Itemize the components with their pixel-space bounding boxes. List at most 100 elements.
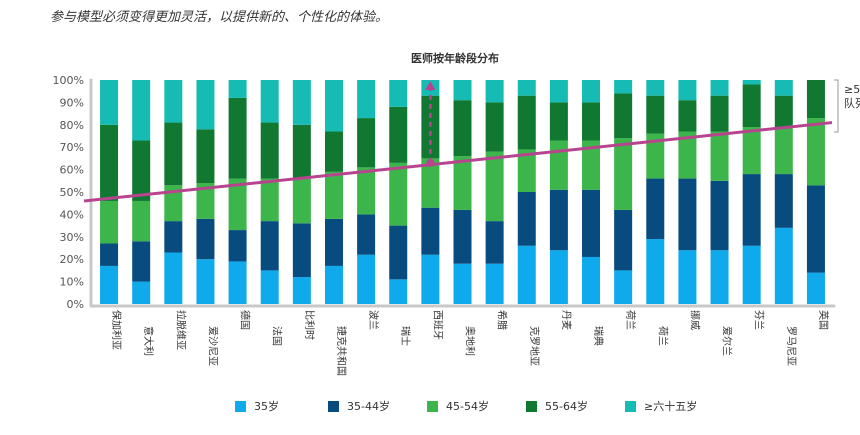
bar-segment: [132, 200, 151, 242]
bar-segment: [742, 84, 761, 128]
legend-item-55-64: 55-64岁: [526, 398, 588, 414]
bar-segment: [485, 102, 504, 152]
chart-legend: 35岁 35-44岁 45-54岁 55-64岁 ≥六十五岁: [0, 398, 860, 418]
bar-segment: [582, 189, 601, 257]
bar-segment: [710, 131, 729, 181]
bar-segment: [806, 185, 825, 273]
bar-segment: [228, 230, 247, 262]
bar-segment: [453, 156, 472, 210]
highlight-dot: [426, 158, 435, 167]
bar-segment: [421, 254, 440, 304]
y-tick-label: 70%: [60, 141, 84, 154]
bar-segment: [517, 95, 536, 150]
bar-segment: [549, 189, 568, 251]
bar-segment: [549, 250, 568, 304]
x-tick-label: 罗马尼亚: [785, 326, 797, 366]
bar-segment: [292, 277, 311, 304]
bar-segment: [100, 80, 119, 125]
legend-item-35-44: 35-44岁: [328, 398, 390, 414]
bar-segment: [228, 178, 247, 231]
bar-segment: [357, 80, 376, 119]
bar-segment: [453, 100, 472, 157]
bar-segment: [742, 127, 761, 175]
bar-segment: [260, 80, 279, 123]
bar-segment: [614, 209, 633, 271]
bar-segment: [582, 256, 601, 304]
bar-segment: [774, 95, 793, 128]
bar-segment: [196, 129, 215, 184]
bar-segment: [485, 263, 504, 304]
bar-segment: [260, 270, 279, 304]
bar-segment: [678, 250, 697, 304]
legend-swatch-55-64: [526, 400, 537, 412]
legend-item-65plus: ≥六十五岁: [625, 398, 697, 414]
x-tick-label: 瑞典: [592, 326, 605, 346]
y-tick-label: 10%: [60, 276, 84, 289]
bar-segment: [806, 80, 825, 119]
bar-segment: [421, 207, 440, 255]
bar-segment: [774, 80, 793, 96]
bar-segment: [806, 272, 825, 304]
axis-line: [89, 78, 836, 308]
bar-segment: [324, 265, 343, 304]
bar-segment: [549, 140, 568, 190]
bar-segment: [517, 149, 536, 192]
bar-segment: [228, 261, 247, 304]
bar-segment: [260, 221, 279, 271]
y-tick-label: 30%: [60, 231, 84, 244]
legend-label-35: 35岁: [254, 400, 279, 413]
bar-segment: [100, 200, 119, 244]
bar-segment: [614, 138, 633, 210]
bar-segment: [742, 174, 761, 246]
bar-segment: [774, 227, 793, 304]
bar-segment: [485, 151, 504, 222]
bar-segment: [582, 140, 601, 190]
y-tick-label: 20%: [60, 253, 84, 266]
bar-segment: [292, 223, 311, 278]
y-tick-label: 60%: [60, 164, 84, 177]
x-tick-label: 希腊: [496, 310, 509, 330]
x-tick-label: 英国: [817, 310, 830, 330]
bar-segment: [132, 140, 151, 201]
x-tick-label: 拉脱维亚: [174, 310, 187, 350]
bar-segment: [646, 95, 665, 134]
bar-segment: [196, 218, 215, 260]
bar-segment: [742, 80, 761, 85]
bar-segment: [678, 178, 697, 251]
bar-segment: [357, 254, 376, 304]
trend-line: [83, 121, 833, 203]
legend-swatch-35: [235, 400, 246, 412]
bar-segment: [164, 221, 183, 253]
bar-segment: [164, 122, 183, 186]
bar-segment: [453, 263, 472, 304]
bar-segment: [228, 97, 247, 179]
bar-segment: [389, 80, 408, 107]
bar-segment: [453, 209, 472, 264]
legend-swatch-65plus: [625, 400, 636, 412]
bar-segment: [774, 174, 793, 228]
legend-label-35-44: 35-44岁: [347, 400, 390, 413]
bar-segment: [453, 80, 472, 101]
intro-text: 参与模型必须变得更加灵活，以提供新的、个性化的体验。: [50, 10, 389, 25]
bar-segment: [132, 281, 151, 304]
cohort-annotation-line1: ≥55: [844, 83, 860, 96]
bar-segment: [517, 245, 536, 304]
y-tick-label: 90%: [60, 96, 84, 109]
x-tick-label: 意大利: [142, 326, 155, 356]
bar-segment: [196, 183, 215, 219]
legend-label-55-64: 55-64岁: [545, 400, 588, 413]
bar-segment: [549, 80, 568, 103]
x-tick-label: 爱沙尼亚: [206, 326, 219, 366]
bar-segment: [357, 118, 376, 168]
bar-segment: [100, 243, 119, 266]
bar-segment: [678, 100, 697, 132]
bar-segment: [582, 80, 601, 103]
bar-segment: [228, 80, 247, 98]
x-tick-label: 芬兰: [753, 310, 766, 330]
bar-segment: [678, 131, 697, 179]
y-tick-label: 100%: [53, 74, 84, 87]
bar-segment: [196, 80, 215, 130]
bar-segment: [324, 80, 343, 132]
bar-segment: [646, 133, 665, 179]
